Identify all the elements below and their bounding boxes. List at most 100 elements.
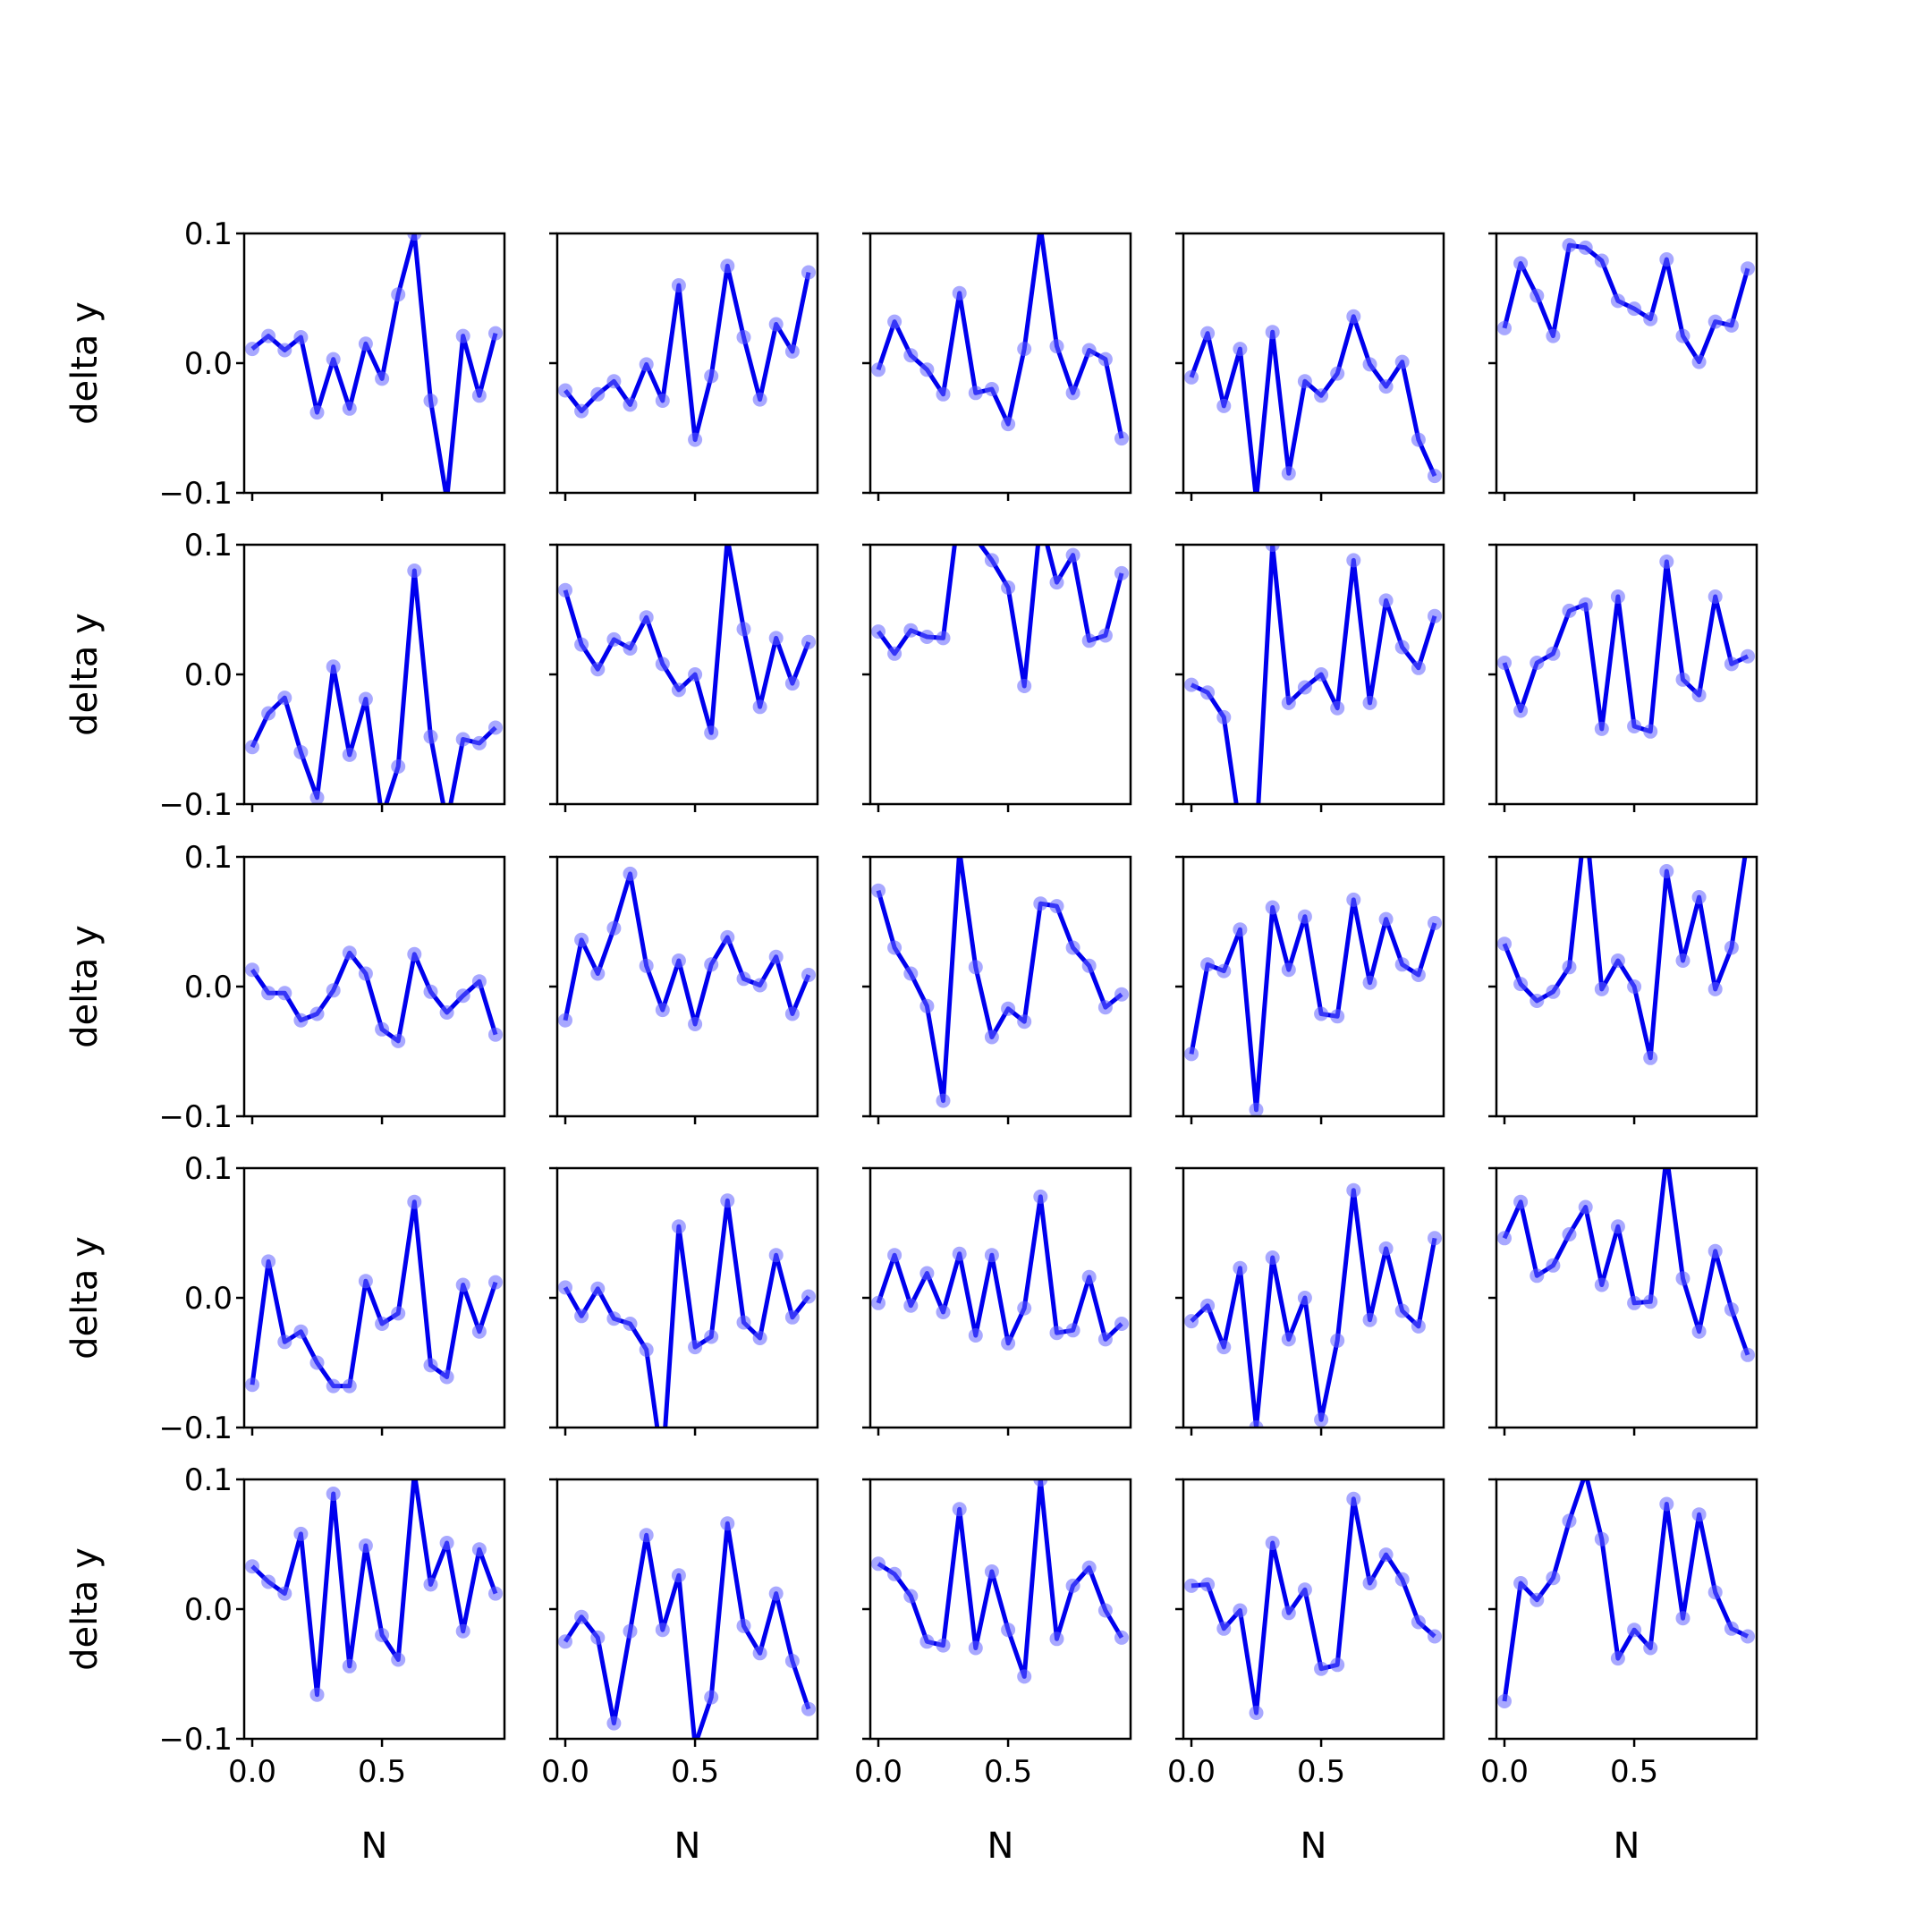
data-point <box>1530 656 1545 670</box>
data-point <box>736 1618 751 1633</box>
data-point <box>1216 1621 1232 1636</box>
data-point <box>1033 896 1048 911</box>
data-point <box>623 641 638 656</box>
plot-data <box>245 564 503 804</box>
data-point <box>1643 1294 1658 1309</box>
data-point <box>309 1006 325 1021</box>
x-axis-label: N <box>1614 1826 1640 1867</box>
data-point <box>1707 1585 1723 1600</box>
data-point <box>245 962 259 978</box>
subplot-3-2 <box>549 855 819 1124</box>
data-point <box>277 691 292 706</box>
data-point <box>671 278 686 292</box>
subplot-4-1: −0.1 0.0 0.1 delta y <box>64 1151 506 1446</box>
data-point <box>391 287 406 302</box>
plot-data <box>558 1193 816 1428</box>
data-point <box>871 883 886 898</box>
data-point <box>1497 656 1512 670</box>
data-point <box>471 735 487 750</box>
data-point <box>984 1030 999 1045</box>
data-point <box>688 1017 703 1031</box>
data-point <box>655 1003 670 1018</box>
data-point <box>1675 1271 1690 1286</box>
data-point <box>1741 1629 1755 1644</box>
data-point <box>277 1335 292 1350</box>
data-point <box>1394 1572 1410 1587</box>
data-point <box>671 1568 686 1583</box>
data-point <box>326 352 341 367</box>
data-point <box>1233 342 1248 357</box>
plot-data <box>245 1194 503 1394</box>
data-point <box>1114 565 1129 580</box>
series-line <box>250 950 498 1044</box>
data-point <box>326 983 341 998</box>
data-point <box>1627 301 1642 317</box>
subplot-4-5 <box>1488 1166 1758 1436</box>
data-point <box>736 622 751 637</box>
data-point <box>423 394 438 408</box>
data-point <box>1049 575 1064 590</box>
data-point <box>704 725 719 741</box>
x-tick-label: 0.5 <box>358 1754 406 1790</box>
data-point <box>1428 1629 1442 1644</box>
data-point <box>293 330 309 344</box>
y-tick-label: −0.1 <box>158 1099 233 1135</box>
subplot-4-4 <box>1175 1166 1445 1436</box>
data-point <box>1297 1291 1312 1305</box>
data-point <box>1497 936 1512 952</box>
data-point <box>471 1542 487 1557</box>
data-point <box>1184 1578 1199 1593</box>
data-point <box>1578 240 1593 255</box>
data-point <box>887 646 902 661</box>
subplot-5-4: 0.0 0.5 N <box>1167 1478 1445 1867</box>
data-point <box>391 1306 406 1321</box>
data-point <box>1643 724 1658 739</box>
y-tick-label: 0.1 <box>184 1151 233 1187</box>
data-point <box>704 369 719 384</box>
plot-data <box>871 857 1129 1108</box>
data-point <box>1627 1623 1642 1638</box>
data-point <box>1265 325 1280 340</box>
data-point <box>326 1378 341 1394</box>
y-axis-label: delta y <box>64 301 106 425</box>
data-point <box>1049 1631 1064 1647</box>
plot-data <box>558 545 816 741</box>
data-point <box>704 1690 719 1705</box>
data-point <box>623 866 638 881</box>
series-line <box>1191 1496 1436 1716</box>
data-point <box>245 740 259 755</box>
data-point <box>784 1309 800 1325</box>
data-point <box>1530 288 1545 303</box>
data-point <box>736 971 751 987</box>
data-point <box>1017 1301 1032 1316</box>
subplot-3-1: −0.1 0.0 0.1 delta y <box>64 840 506 1135</box>
data-point <box>655 1623 670 1638</box>
data-point <box>245 1377 259 1393</box>
data-point <box>558 1013 572 1028</box>
plot-data <box>245 233 503 493</box>
data-point <box>688 1340 703 1355</box>
subplot-5-5: 0.0 0.5 N <box>1480 1478 1758 1867</box>
data-point <box>1297 374 1312 389</box>
data-point <box>1513 1576 1529 1590</box>
data-point <box>1394 1303 1410 1318</box>
series-line <box>1502 1479 1750 1702</box>
data-point <box>1724 657 1739 672</box>
data-point <box>801 1701 816 1716</box>
data-point <box>309 790 325 804</box>
data-point <box>1707 314 1723 329</box>
data-point <box>936 1638 951 1653</box>
data-point <box>768 1248 784 1263</box>
series-line <box>877 1479 1124 1679</box>
subplot-1-1: −0.1 0.0 0.1 delta y <box>64 216 506 512</box>
data-point <box>1001 417 1016 432</box>
data-point <box>1562 1513 1577 1529</box>
data-point <box>1330 1333 1345 1348</box>
data-point <box>1065 1323 1080 1338</box>
data-point <box>423 984 438 999</box>
data-point <box>887 1248 902 1263</box>
subplot-3-3 <box>862 855 1132 1124</box>
subplot-5-3: 0.0 0.5 N <box>854 1478 1132 1867</box>
data-point <box>1627 719 1642 733</box>
